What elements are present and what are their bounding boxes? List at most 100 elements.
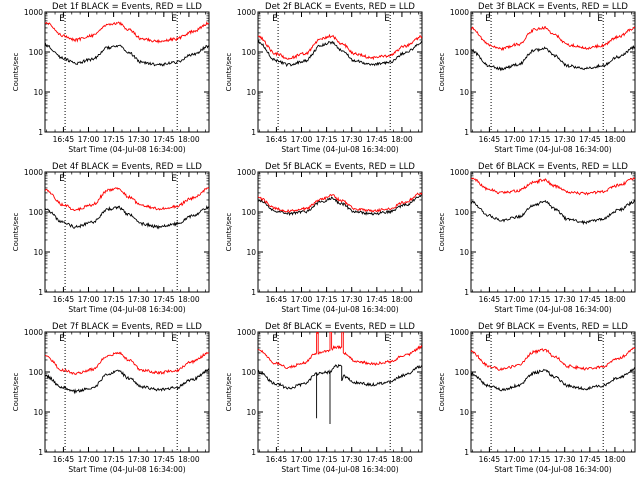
chart-title: Det 4f BLACK = Events, RED = LLD (52, 162, 202, 172)
y-tick-label: 100 (29, 208, 44, 217)
event-marker-label: E (597, 14, 603, 24)
chart-panel-4: Det 4f BLACK = Events, RED = LLD 1 10 100 10… (12, 162, 210, 314)
y-tick-label: 10 (459, 408, 469, 417)
series-line-events (471, 199, 635, 226)
y-tick-label: 1 (464, 288, 469, 297)
x-tick-label: 17:45 (153, 455, 175, 464)
x-tick-label: 17:45 (366, 455, 388, 464)
y-tick-label: 1000 (237, 8, 256, 17)
x-tick-label: 17:45 (366, 135, 388, 144)
x-tick-label: 17:00 (291, 135, 313, 144)
plot-frame (470, 331, 636, 453)
y-tick-label: 100 (455, 48, 470, 57)
x-tick-label: 17:15 (529, 295, 551, 304)
x-axis-label: Start Time (04-Jul-08 16:34:00) (281, 305, 398, 314)
x-tick-label: 18:00 (604, 295, 626, 304)
chart-panel-3: Det 3f BLACK = Events, RED = LLD 1 10 100 10… (438, 2, 636, 154)
event-marker-label: E (384, 14, 390, 24)
x-tick-label: 18:00 (391, 135, 413, 144)
x-tick-label: 17:30 (554, 135, 576, 144)
x-tick-label: 17:30 (128, 295, 150, 304)
y-tick-label: 1 (251, 448, 256, 457)
series-line-lld (471, 347, 635, 371)
x-tick-label: 16:45 (479, 295, 501, 304)
x-tick-label: 18:00 (178, 135, 200, 144)
y-axis-label: Counts/sec (12, 53, 20, 92)
x-tick-label: 17:15 (316, 135, 338, 144)
x-tick-label: 16:45 (53, 295, 75, 304)
series-line-lld (258, 332, 422, 369)
plot-frame (257, 11, 423, 133)
y-tick-label: 1000 (237, 328, 256, 337)
x-tick-label: 17:45 (579, 295, 601, 304)
event-marker-label: E (171, 334, 177, 344)
series-line-events (45, 42, 209, 67)
plot-frame (257, 331, 423, 453)
series-line-events (471, 44, 635, 72)
x-axis-label: Start Time (04-Jul-08 16:34:00) (68, 145, 185, 154)
series-line-events (471, 367, 635, 392)
y-tick-label: 1000 (450, 328, 469, 337)
series-line-events (258, 363, 422, 424)
x-tick-label: 16:45 (266, 455, 288, 464)
y-tick-label: 100 (242, 368, 257, 377)
series-line-lld (258, 192, 422, 214)
y-tick-label: 1000 (24, 8, 43, 17)
x-tick-label: 18:00 (178, 295, 200, 304)
y-tick-label: 1000 (24, 328, 43, 337)
x-tick-label: 18:00 (178, 455, 200, 464)
chart-title: Det 1f BLACK = Events, RED = LLD (52, 2, 202, 12)
y-axis-label: Counts/sec (12, 373, 20, 412)
x-tick-label: 16:45 (479, 455, 501, 464)
y-tick-label: 100 (29, 368, 44, 377)
x-tick-label: 17:00 (504, 135, 526, 144)
x-tick-label: 17:30 (341, 295, 363, 304)
x-tick-label: 17:00 (504, 455, 526, 464)
x-tick-label: 17:15 (529, 455, 551, 464)
event-marker-label: E (272, 334, 278, 344)
chart-panel-9: Det 9f BLACK = Events, RED = LLD 1 10 100 10… (438, 322, 636, 474)
series-line-events (258, 192, 422, 216)
y-tick-label: 10 (246, 408, 256, 417)
x-tick-label: 17:30 (341, 135, 363, 144)
series-line-lld (471, 177, 635, 196)
chart-title: Det 8f BLACK = Events, RED = LLD (265, 322, 415, 332)
plot-frame (470, 171, 636, 293)
x-tick-label: 18:00 (604, 135, 626, 144)
y-tick-label: 1000 (450, 168, 469, 177)
y-tick-label: 1 (38, 448, 43, 457)
x-tick-label: 16:45 (266, 135, 288, 144)
event-marker-label: E (171, 174, 177, 184)
x-tick-label: 17:45 (153, 135, 175, 144)
x-tick-label: 17:15 (316, 295, 338, 304)
event-marker-label: E (384, 334, 390, 344)
plot-frame (44, 11, 210, 133)
y-axis-label: Counts/sec (12, 213, 20, 252)
x-tick-label: 17:00 (78, 295, 100, 304)
y-tick-label: 100 (242, 208, 257, 217)
event-marker-label: E (485, 14, 491, 24)
chart-title: Det 9f BLACK = Events, RED = LLD (478, 322, 628, 332)
chart-title: Det 3f BLACK = Events, RED = LLD (478, 2, 628, 12)
y-tick-label: 100 (455, 368, 470, 377)
series-line-lld (258, 33, 422, 61)
x-tick-label: 17:45 (579, 135, 601, 144)
x-tick-label: 17:00 (291, 455, 313, 464)
y-axis-label: Counts/sec (438, 213, 446, 252)
event-marker-label: E (171, 14, 177, 24)
x-tick-label: 18:00 (604, 455, 626, 464)
x-tick-label: 17:00 (291, 295, 313, 304)
y-tick-label: 100 (29, 48, 44, 57)
plot-frame (44, 331, 210, 453)
y-tick-label: 1 (38, 288, 43, 297)
plot-frame (44, 171, 210, 293)
y-tick-label: 100 (242, 48, 257, 57)
x-tick-label: 18:00 (391, 295, 413, 304)
x-tick-label: 17:45 (366, 295, 388, 304)
y-tick-label: 1000 (450, 8, 469, 17)
event-marker-label: E (485, 334, 491, 344)
x-tick-label: 17:15 (103, 135, 125, 144)
x-tick-label: 17:00 (78, 135, 100, 144)
series-line-events (45, 204, 209, 230)
